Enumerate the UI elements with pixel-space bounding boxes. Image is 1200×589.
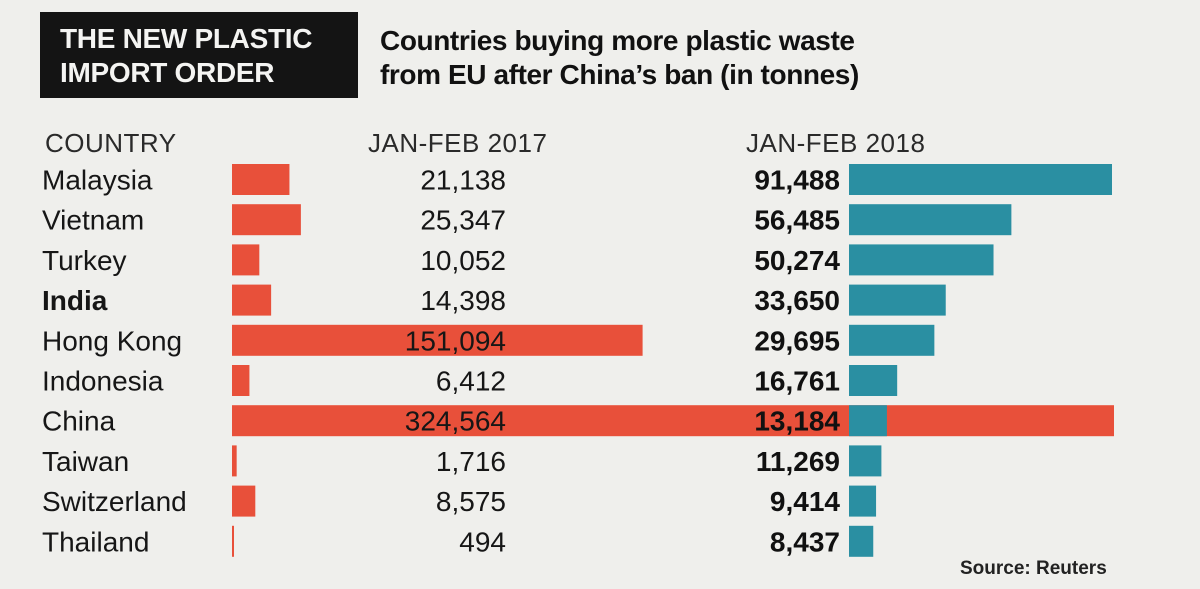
bar-2017-india (232, 284, 272, 316)
bar-2018-hong-kong (849, 324, 935, 356)
country-label-china: China (42, 406, 116, 437)
value-2017-hong-kong: 151,094 (405, 325, 506, 356)
subtitle-line-2: from EU after China’s ban (in tonnes) (380, 59, 859, 90)
value-2017-indonesia: 6,412 (436, 366, 506, 397)
column-header-2017: JAN-FEB 2017 (368, 128, 548, 158)
bar-2017-indonesia (232, 365, 250, 396)
column-header-2018: JAN-FEB 2018 (746, 128, 926, 158)
value-2018-thailand: 8,437 (770, 526, 840, 557)
title-line-1: THE NEW PLASTIC (60, 23, 313, 54)
country-label-hong-kong: Hong Kong (42, 325, 182, 356)
value-2018-indonesia: 16,761 (754, 366, 840, 397)
country-label-india: India (42, 285, 108, 316)
country-label-thailand: Thailand (42, 526, 149, 557)
value-2017-switzerland: 8,575 (436, 486, 506, 517)
bar-2018-switzerland (849, 485, 877, 517)
column-header-country: COUNTRY (45, 128, 177, 158)
country-label-turkey: Turkey (42, 245, 127, 276)
value-2018-turkey: 50,274 (754, 245, 840, 276)
bar-2017-taiwan (232, 445, 237, 477)
bar-2017-china (232, 405, 1114, 437)
bar-2018-indonesia (849, 365, 898, 396)
value-2018-taiwan: 11,269 (756, 446, 840, 477)
title-line-2: IMPORT ORDER (60, 57, 275, 88)
bar-2018-vietnam (849, 204, 1012, 236)
bar-2017-malaysia (232, 164, 290, 195)
value-2017-vietnam: 25,347 (420, 205, 506, 236)
value-2017-turkey: 10,052 (420, 245, 506, 276)
value-2018-malaysia: 91,488 (754, 165, 840, 196)
value-2017-malaysia: 21,138 (420, 165, 506, 196)
value-2017-china: 324,564 (405, 406, 506, 437)
bar-2018-india (849, 284, 946, 316)
value-2018-china: 13,184 (754, 406, 840, 437)
country-label-malaysia: Malaysia (42, 165, 153, 196)
chart-subtitle: Countries buying more plastic waste from… (380, 24, 1000, 92)
bar-2017-vietnam (232, 204, 301, 236)
title-box: THE NEW PLASTIC IMPORT ORDER (40, 12, 358, 98)
bar-2017-turkey (232, 244, 260, 276)
bar-2018-malaysia (849, 164, 1112, 195)
value-2017-thailand: 494 (459, 526, 506, 557)
bar-2017-hong-kong (232, 324, 643, 356)
country-label-switzerland: Switzerland (42, 486, 187, 517)
value-2018-switzerland: 9,414 (770, 486, 840, 517)
bar-2018-thailand (849, 525, 874, 557)
value-2018-india: 33,650 (754, 285, 840, 316)
bar-2018-taiwan (849, 445, 882, 477)
country-label-indonesia: Indonesia (42, 366, 164, 397)
subtitle-line-1: Countries buying more plastic waste (380, 25, 855, 56)
bar-2018-turkey (849, 244, 994, 276)
source-credit: Source: Reuters (960, 558, 1107, 579)
bar-2018-china (849, 405, 887, 437)
country-label-taiwan: Taiwan (42, 446, 129, 477)
value-2018-vietnam: 56,485 (754, 205, 840, 236)
bar-2017-thailand (232, 525, 234, 557)
value-2017-india: 14,398 (420, 285, 506, 316)
country-label-vietnam: Vietnam (42, 205, 144, 236)
value-2017-taiwan: 1,716 (436, 446, 506, 477)
value-2018-hong-kong: 29,695 (754, 325, 840, 356)
bar-2017-switzerland (232, 485, 256, 517)
